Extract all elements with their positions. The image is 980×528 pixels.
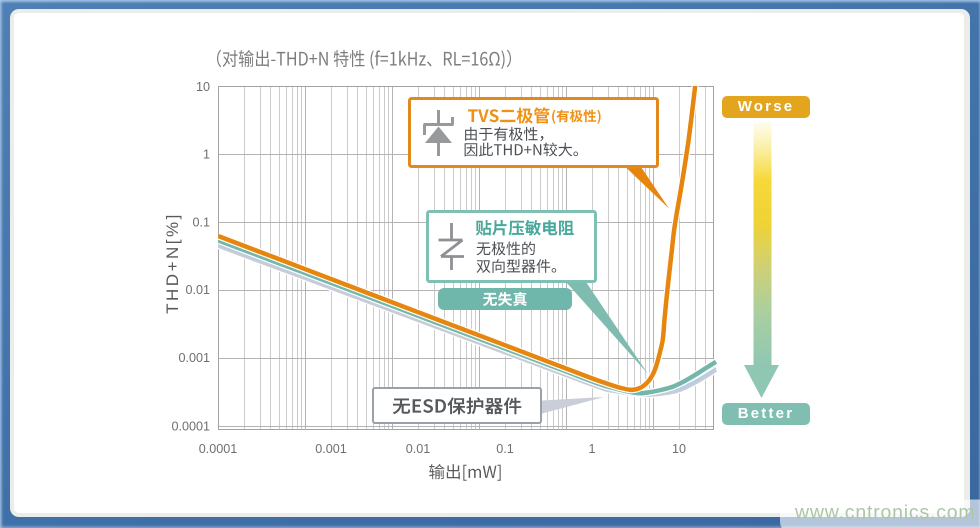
svg-text:10: 10 xyxy=(196,80,210,94)
svg-text:10: 10 xyxy=(672,442,686,456)
svg-text:0.1: 0.1 xyxy=(496,442,514,456)
svg-text:0.01: 0.01 xyxy=(406,442,431,456)
svg-text:0.001: 0.001 xyxy=(315,442,347,456)
svg-text:www.cntronics.com: www.cntronics.com xyxy=(794,502,975,524)
svg-text:THD+N[%]: THD+N[%] xyxy=(163,212,182,314)
svg-text:0.1: 0.1 xyxy=(192,216,210,230)
svg-text:1: 1 xyxy=(203,148,210,162)
svg-text:1: 1 xyxy=(588,442,595,456)
svg-text:0.0001: 0.0001 xyxy=(171,420,210,434)
svg-text:0.0001: 0.0001 xyxy=(199,442,238,456)
svg-text:0.01: 0.01 xyxy=(185,283,210,297)
svg-text:0.001: 0.001 xyxy=(178,351,210,365)
